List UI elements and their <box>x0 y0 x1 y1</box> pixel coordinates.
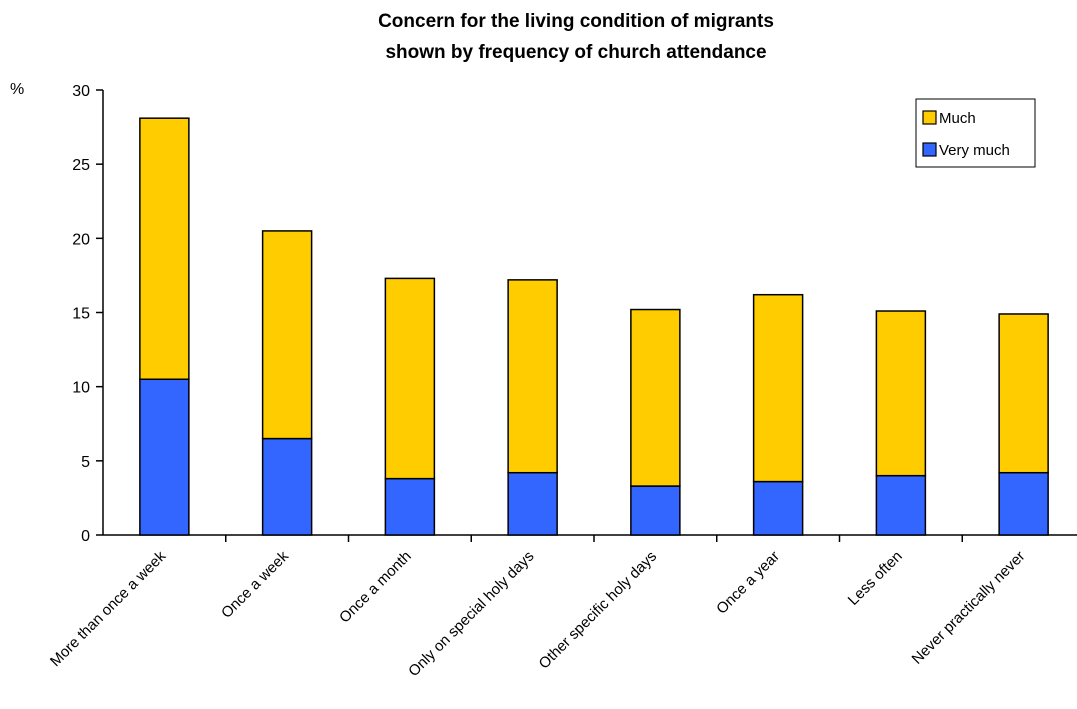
legend-label: Much <box>939 110 976 127</box>
bar-segment <box>752 293 804 483</box>
x-category-label: Once a year <box>713 548 783 618</box>
bar-segment <box>261 437 313 536</box>
x-category-label: Once a month <box>336 548 415 627</box>
legend-swatch <box>922 142 937 157</box>
y-axis-label: % <box>10 81 24 98</box>
legend-label: Very much <box>939 142 1010 159</box>
bar-segment <box>998 313 1049 474</box>
bar-segment <box>507 279 558 474</box>
bar-segment <box>630 308 681 487</box>
bar-segment <box>752 480 804 536</box>
x-category-label: More than once a week <box>47 547 170 670</box>
legend-swatch <box>922 110 937 125</box>
y-tick-label: 5 <box>81 454 90 471</box>
plot-area: 0 5 10 15 20 25 30 More than once a week Once a … <box>47 83 1077 680</box>
y-tick-label: 10 <box>72 380 90 397</box>
x-category-label: Less often <box>845 548 906 609</box>
y-tick-label: 15 <box>72 306 90 323</box>
bar-segment <box>875 310 927 477</box>
bar-segment <box>875 474 927 536</box>
bar-segment <box>507 471 558 536</box>
bar-segment <box>139 378 190 536</box>
y-tick-label: 0 <box>81 528 90 545</box>
x-category-label: Other specific holy days <box>536 548 661 673</box>
legend: Much Very much <box>915 98 1036 168</box>
x-category-label: Only on special holy days <box>405 548 537 680</box>
x-category-label: Once a week <box>218 547 292 621</box>
bar-segment <box>384 477 436 536</box>
y-tick-label: 20 <box>72 231 90 248</box>
chart-title: Concern for the living condition of migr… <box>378 11 774 32</box>
bar-segment <box>630 485 681 536</box>
bar-segment <box>998 471 1049 536</box>
bar-segment <box>139 117 190 381</box>
y-tick-label: 30 <box>72 83 90 100</box>
y-tick-label: 25 <box>72 157 90 174</box>
bar-segment <box>261 230 313 440</box>
chart-subtitle: shown by frequency of church attendance <box>385 42 766 63</box>
x-category-label: Never practically never <box>909 548 1029 668</box>
bar-segment <box>384 277 436 480</box>
